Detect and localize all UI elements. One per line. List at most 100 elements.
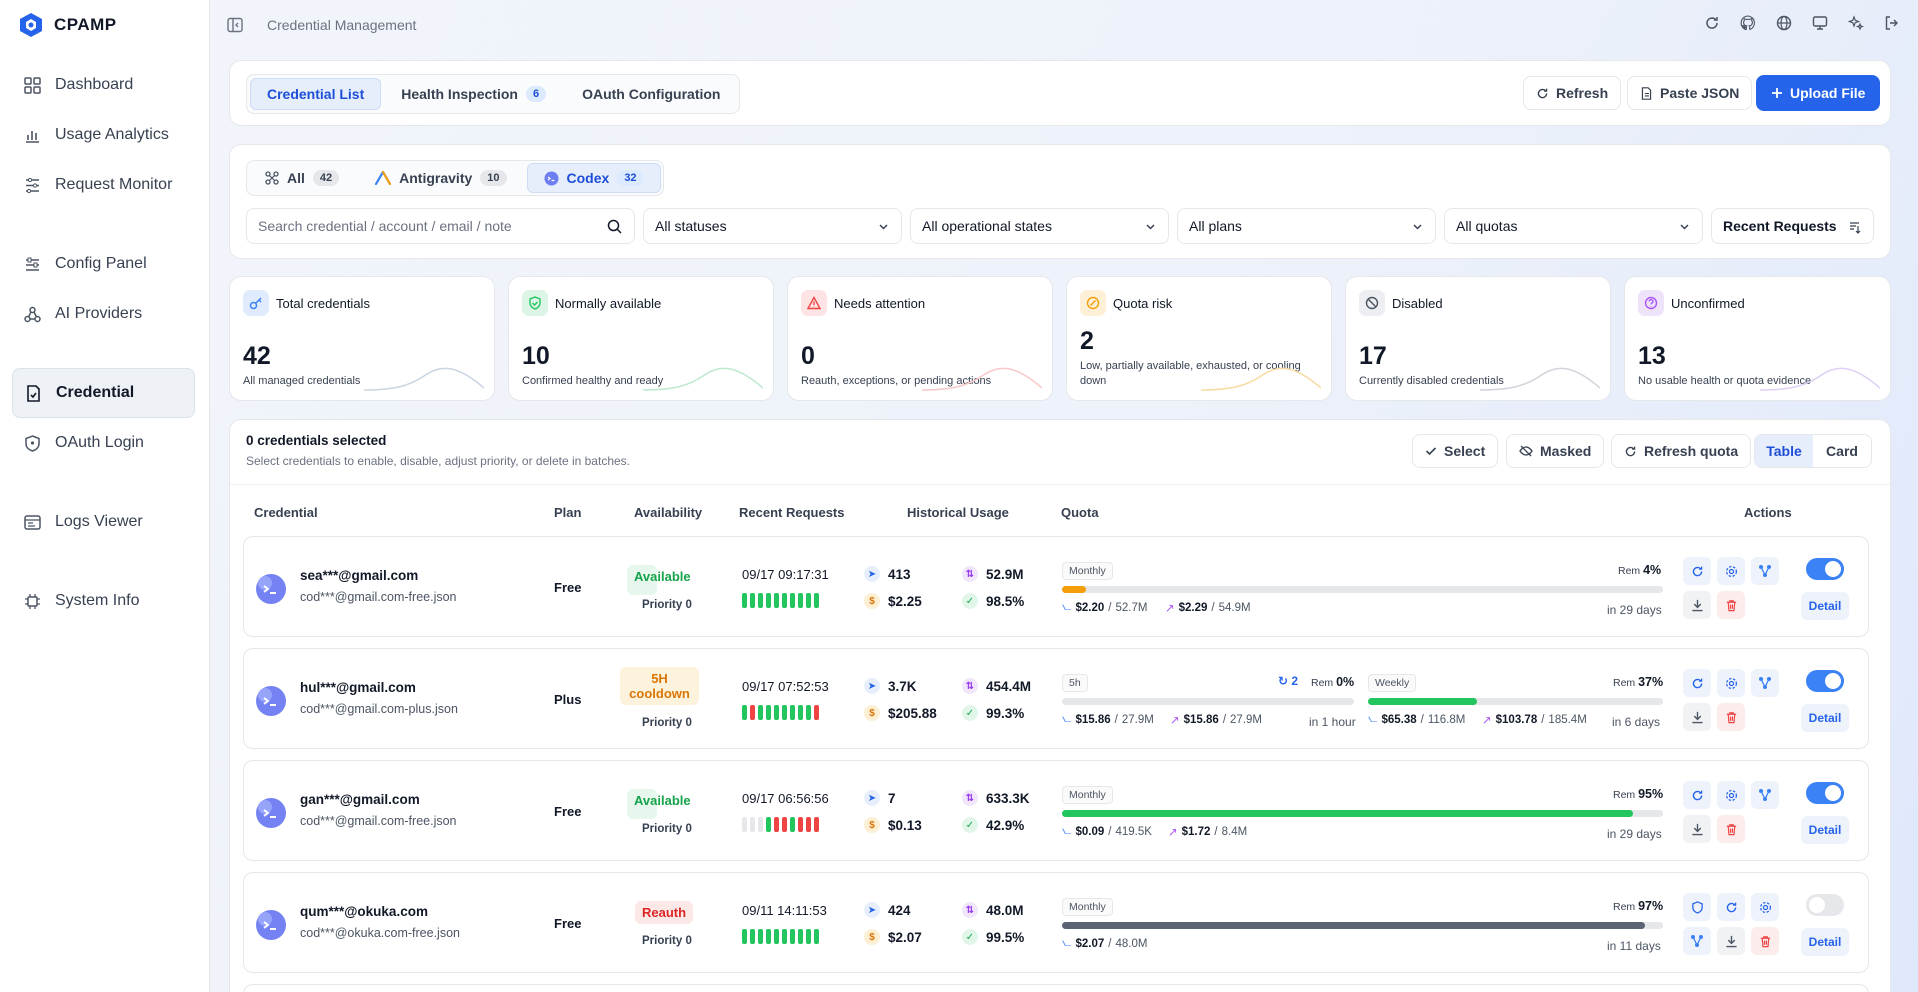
sidebar-item-usage-analytics[interactable]: Usage Analytics xyxy=(12,110,195,160)
detail-button[interactable]: Detail xyxy=(1801,928,1849,956)
sidebar-item-request-monitor[interactable]: Request Monitor xyxy=(12,160,195,210)
tab-health-inspection[interactable]: Health Inspection 6 xyxy=(385,78,562,110)
stat-card-unconfirmed[interactable]: Unconfirmed 13 No usable health or quota… xyxy=(1624,276,1891,401)
refresh-action-button[interactable] xyxy=(1717,893,1745,921)
trend-icon: ↗ xyxy=(1168,827,1178,839)
sidebar-toggle-icon[interactable] xyxy=(227,17,243,33)
sidebar-item-credential[interactable]: Credential xyxy=(12,368,195,418)
model-action-button[interactable] xyxy=(1751,557,1779,585)
sidebar-item-dashboard[interactable]: Dashboard xyxy=(12,60,195,110)
refresh-action-button[interactable] xyxy=(1683,669,1711,697)
view-card-button[interactable]: Card xyxy=(1826,443,1858,459)
download-action-button[interactable] xyxy=(1683,591,1711,619)
tab-credential-list[interactable]: Credential List xyxy=(250,78,382,110)
quota-cost-limit: ↗ $2.29/54.9M xyxy=(1165,602,1251,615)
logout-icon[interactable] xyxy=(1884,15,1900,31)
refresh-quota-button[interactable]: Refresh quota xyxy=(1611,434,1752,468)
delete-action-button[interactable] xyxy=(1717,591,1745,619)
sort-select[interactable]: Recent Requests xyxy=(1711,208,1874,244)
enable-toggle[interactable] xyxy=(1806,558,1844,580)
table-row[interactable]: hul***@gmail.com cod***@gmail.com-plus.j… xyxy=(243,648,1869,749)
masked-button[interactable]: Masked xyxy=(1506,434,1605,468)
table-row[interactable]: gan***@gmail.com cod***@gmail.com-free.j… xyxy=(243,760,1869,861)
token-usage: ⇅ 633.3K xyxy=(962,790,1030,806)
chevron-down-icon xyxy=(1146,224,1155,230)
refresh-button[interactable]: Refresh xyxy=(1523,76,1622,110)
detail-button[interactable]: Detail xyxy=(1801,592,1849,620)
credential-email: gan***@gmail.com xyxy=(300,792,420,807)
select-button[interactable]: Select xyxy=(1412,434,1499,468)
sidebar-item-system-info[interactable]: System Info xyxy=(12,576,195,626)
sidebar-item-label: Usage Analytics xyxy=(55,126,169,143)
stat-card-total[interactable]: Total credentials 42 All managed credent… xyxy=(229,276,495,401)
provider-tab-antigravity[interactable]: Antigravity 10 xyxy=(359,163,522,193)
bar-chart-icon xyxy=(26,130,39,143)
quota-remaining-value: 4% xyxy=(1643,563,1662,577)
settings-action-button[interactable] xyxy=(1717,557,1745,585)
monitor-icon[interactable] xyxy=(1812,15,1828,31)
search-input[interactable]: Search credential / account / email / no… xyxy=(246,208,635,244)
stat-label: Quota risk xyxy=(1113,296,1173,311)
download-action-button[interactable] xyxy=(1717,927,1745,955)
model-action-button[interactable] xyxy=(1751,781,1779,809)
model-action-button[interactable] xyxy=(1751,669,1779,697)
stat-value: 10 xyxy=(522,342,550,370)
quota-cost-usage: ⦦ $65.38/116.8M xyxy=(1368,713,1466,726)
enable-toggle[interactable] xyxy=(1806,670,1844,692)
settings-action-button[interactable] xyxy=(1751,893,1779,921)
delete-action-button[interactable] xyxy=(1717,815,1745,843)
stat-card-available[interactable]: Normally available 10 Confirmed healthy … xyxy=(508,276,774,401)
network-icon xyxy=(1759,789,1771,801)
delete-action-button[interactable] xyxy=(1717,703,1745,731)
sidebar-item-config-panel[interactable]: Config Panel xyxy=(12,239,195,289)
provider-tab-codex[interactable]: Codex 32 xyxy=(526,163,661,193)
quota-select[interactable]: All quotas xyxy=(1444,208,1703,244)
enable-toggle[interactable] xyxy=(1806,894,1844,916)
codex-avatar-icon xyxy=(256,574,286,604)
operational-state-select[interactable]: All operational states xyxy=(910,208,1169,244)
sparkline xyxy=(1201,367,1321,391)
last-request-time: 09/17 09:17:31 xyxy=(742,567,829,582)
request-cost: $ $0.13 xyxy=(864,817,922,833)
settings-action-button[interactable] xyxy=(1717,781,1745,809)
sidebar-item-label: Credential xyxy=(56,384,135,401)
trend-icon: ↗ xyxy=(1482,715,1492,727)
enable-toggle[interactable] xyxy=(1806,782,1844,804)
chevron-down-icon xyxy=(1680,224,1689,230)
stat-card-attention[interactable]: Needs attention 0 Reauth, exceptions, or… xyxy=(787,276,1053,401)
sidebar-item-ai-providers[interactable]: AI Providers xyxy=(12,289,195,339)
tab-oauth-configuration[interactable]: OAuth Configuration xyxy=(566,78,736,110)
download-action-button[interactable] xyxy=(1683,703,1711,731)
refresh-action-button[interactable] xyxy=(1683,781,1711,809)
stat-card-quota-risk[interactable]: Quota risk 2 Low, partially available, e… xyxy=(1066,276,1332,401)
quota-period-label: Monthly xyxy=(1062,786,1113,804)
delete-action-button[interactable] xyxy=(1751,927,1779,955)
codex-icon xyxy=(544,171,559,185)
app-logo[interactable]: CPAMP xyxy=(18,12,117,38)
verify-action-button[interactable] xyxy=(1683,893,1711,921)
table-row[interactable]: qum***@okuka.com cod***@okuka.com-free.j… xyxy=(243,872,1869,973)
detail-button[interactable]: Detail xyxy=(1801,816,1849,844)
sparkles-icon[interactable] xyxy=(1848,15,1864,31)
refresh-action-button[interactable] xyxy=(1683,557,1711,585)
dashboard-icon xyxy=(24,76,41,94)
sidebar-item-logs-viewer[interactable]: Logs Viewer xyxy=(12,497,195,547)
table-row[interactable]: sea***@gmail.com cod***@gmail.com-free.j… xyxy=(243,536,1869,637)
plan-select[interactable]: All plans xyxy=(1177,208,1436,244)
sidebar-item-oauth-login[interactable]: OAuth Login xyxy=(12,418,195,468)
button-label: Upload File xyxy=(1790,85,1866,101)
refresh-icon[interactable] xyxy=(1704,15,1720,31)
upload-file-button[interactable]: Upload File xyxy=(1756,75,1881,111)
globe-icon[interactable] xyxy=(1776,15,1792,31)
github-icon[interactable] xyxy=(1740,15,1756,31)
download-action-button[interactable] xyxy=(1683,815,1711,843)
model-action-button[interactable] xyxy=(1683,927,1711,955)
settings-action-button[interactable] xyxy=(1717,669,1745,697)
paste-json-button[interactable]: Paste JSON xyxy=(1627,76,1753,110)
detail-button[interactable]: Detail xyxy=(1801,704,1849,732)
table-row[interactable] xyxy=(243,984,1869,992)
view-table-button[interactable]: Table xyxy=(1755,435,1813,467)
provider-tab-all[interactable]: All 42 xyxy=(249,163,355,193)
stat-card-disabled[interactable]: Disabled 17 Currently disabled credentia… xyxy=(1345,276,1611,401)
status-select[interactable]: All statuses xyxy=(643,208,902,244)
